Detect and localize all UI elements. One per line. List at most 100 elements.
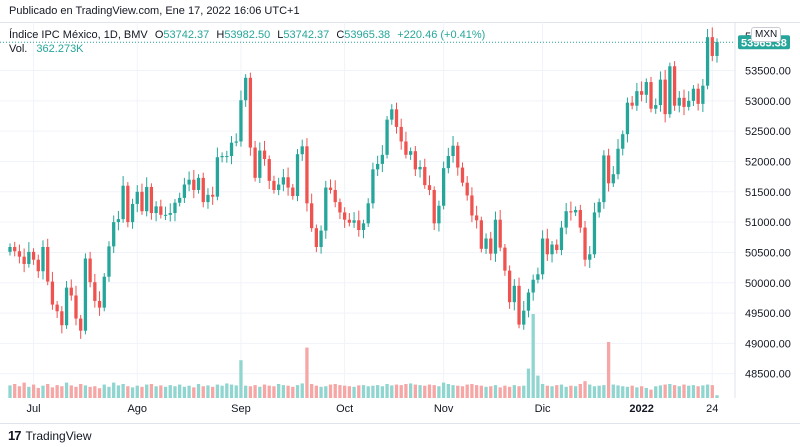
volume-bar bbox=[267, 385, 271, 398]
volume-bar bbox=[668, 384, 672, 398]
brand-name: TradingView bbox=[25, 428, 92, 443]
candle-body bbox=[234, 141, 238, 143]
volume-bar bbox=[286, 385, 290, 398]
candle-body bbox=[507, 270, 512, 303]
time-tick-label: Sep bbox=[231, 403, 251, 415]
candle-body bbox=[22, 256, 26, 264]
candle-body bbox=[178, 197, 182, 203]
volume-bar bbox=[540, 384, 545, 398]
volume-bar bbox=[64, 382, 69, 398]
volume-bar bbox=[470, 384, 474, 398]
candle-body bbox=[130, 203, 135, 223]
candle-body bbox=[701, 85, 705, 104]
volume-bar bbox=[682, 384, 686, 398]
candle-body bbox=[573, 210, 578, 213]
volume-bar bbox=[196, 384, 201, 398]
currency-badge[interactable]: MXN bbox=[751, 27, 782, 42]
volume-bar bbox=[140, 386, 144, 398]
candle-body bbox=[592, 212, 597, 255]
volume-bar bbox=[60, 386, 64, 398]
candle-body bbox=[244, 77, 248, 101]
volume-bar bbox=[672, 385, 677, 398]
candle-body bbox=[583, 227, 587, 260]
candle-body bbox=[432, 189, 436, 224]
candle-body bbox=[418, 166, 422, 170]
volume-bar bbox=[55, 385, 59, 398]
time-tick-label: Ago bbox=[127, 403, 147, 415]
low-value: 53742.37 bbox=[283, 29, 330, 41]
candle-body bbox=[489, 238, 493, 254]
candle-body bbox=[540, 238, 545, 275]
volume-bar bbox=[493, 385, 498, 398]
volume-bar bbox=[531, 314, 535, 398]
candle-body bbox=[8, 246, 12, 252]
candle-body bbox=[361, 223, 366, 231]
candle-body bbox=[423, 166, 427, 186]
candle-body bbox=[93, 282, 97, 301]
candle-body bbox=[36, 259, 40, 272]
volume-bar bbox=[522, 385, 526, 398]
volume-bar bbox=[13, 384, 17, 398]
volume-bar bbox=[408, 383, 413, 398]
volume-bar bbox=[639, 386, 644, 398]
volume-bar bbox=[145, 384, 149, 398]
candle-body bbox=[526, 292, 531, 311]
candle-body bbox=[305, 146, 309, 204]
candle-body bbox=[281, 177, 286, 185]
candle-body bbox=[116, 219, 121, 223]
volume-bar bbox=[649, 389, 653, 398]
candle-body bbox=[314, 228, 319, 247]
volume-bar bbox=[121, 384, 125, 398]
volume-bar bbox=[79, 384, 83, 398]
volume-bar bbox=[361, 385, 366, 398]
candle-body bbox=[644, 82, 648, 95]
candle-body bbox=[102, 276, 106, 308]
volume-bar bbox=[352, 386, 356, 398]
candle-body bbox=[630, 102, 634, 106]
volume-bar bbox=[69, 385, 73, 398]
close-label: C bbox=[336, 29, 345, 41]
candle-body bbox=[474, 215, 479, 221]
volume-bar bbox=[211, 386, 215, 398]
volume-bar bbox=[112, 382, 116, 398]
candle-body bbox=[649, 82, 653, 109]
volume-bar bbox=[239, 360, 243, 398]
volume-bar bbox=[460, 386, 465, 398]
candle-body bbox=[371, 169, 375, 204]
candle-body bbox=[112, 222, 116, 247]
volume-bar bbox=[338, 385, 342, 398]
volume-bar bbox=[404, 384, 408, 398]
symbol-name: Índice IPC México, 1D, BMV bbox=[9, 29, 148, 41]
candle-body bbox=[201, 177, 205, 203]
candle-body bbox=[512, 285, 516, 303]
volume-bar bbox=[602, 385, 606, 398]
candle-body bbox=[140, 191, 144, 212]
volume-bar bbox=[625, 386, 630, 398]
volume-bar bbox=[149, 384, 154, 398]
candle-body bbox=[310, 203, 314, 229]
volume-bar bbox=[281, 385, 286, 398]
candle-body bbox=[239, 100, 243, 142]
candle-body bbox=[380, 154, 385, 164]
price-tick-label: 49500.00 bbox=[745, 308, 791, 320]
volume-bar bbox=[201, 386, 205, 398]
candle-body bbox=[97, 300, 102, 308]
volume-bar bbox=[413, 384, 417, 398]
time-tick-label: Nov bbox=[434, 403, 454, 415]
volume-bar bbox=[555, 385, 559, 398]
volume-bar bbox=[107, 386, 111, 398]
candle-body bbox=[691, 88, 696, 101]
candle-body bbox=[333, 189, 337, 203]
candle-body bbox=[83, 258, 88, 331]
candle-body bbox=[248, 77, 253, 148]
volume-bar bbox=[93, 386, 97, 398]
candle-body bbox=[394, 109, 399, 127]
candle-body bbox=[173, 202, 177, 214]
price-tick-label: 49000.00 bbox=[745, 338, 791, 350]
volume-bar bbox=[663, 384, 667, 398]
volume-bar bbox=[517, 386, 521, 398]
footer-brand[interactable]: 17 TradingView bbox=[8, 428, 92, 443]
candle-body bbox=[456, 145, 460, 168]
volume-bar bbox=[375, 385, 380, 398]
